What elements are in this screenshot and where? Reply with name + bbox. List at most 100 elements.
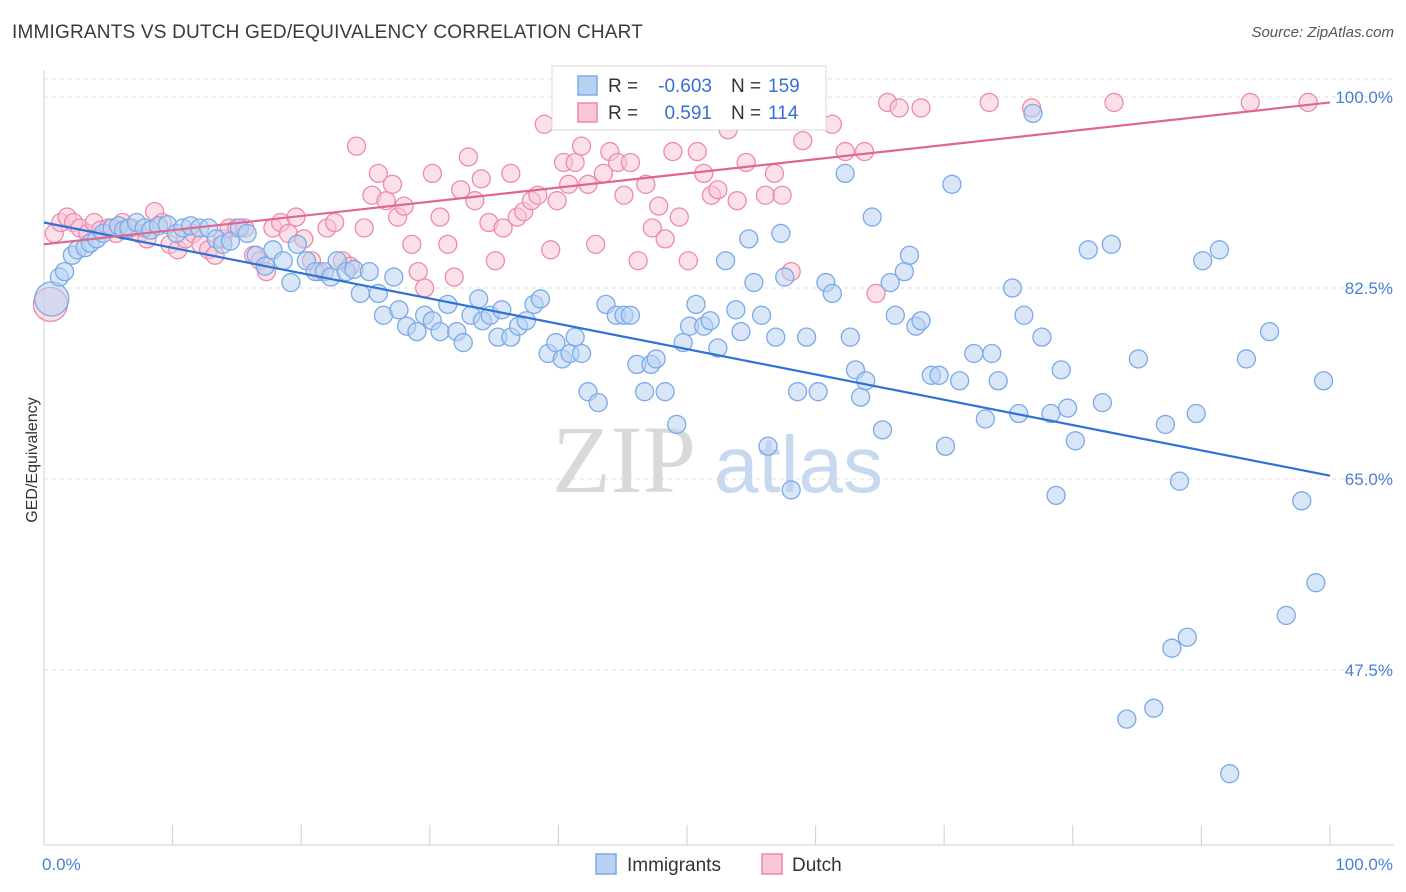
immigrants-point [389, 300, 409, 320]
immigrants-point [54, 261, 75, 282]
immigrants-point [899, 245, 920, 265]
dutch-point [854, 141, 875, 162]
immigrants-point [1014, 305, 1034, 325]
immigrants-point [571, 343, 592, 364]
dutch-point [793, 131, 813, 151]
immigrants-point [739, 229, 759, 249]
immigrants-point [715, 251, 736, 271]
dutch-point [636, 174, 656, 194]
immigrants-point [287, 234, 307, 254]
immigrants-point [975, 409, 996, 429]
bottom-legend-immigrants: Immigrants [627, 855, 721, 876]
immigrants-point [840, 327, 860, 347]
dutch-point [649, 196, 669, 216]
dutch-point [655, 229, 675, 249]
dutch-point [559, 174, 579, 194]
dutch-point [402, 234, 422, 254]
dutch-point [889, 98, 909, 118]
immigrants-point [1051, 360, 1071, 380]
dutch-point [1104, 92, 1124, 113]
dutch-point [586, 234, 606, 254]
gridlines [44, 78, 1394, 671]
dutch-point [415, 278, 435, 298]
bottom-legend-swatch-immigrants [595, 853, 617, 875]
immigrants-point [1220, 764, 1240, 784]
immigrants-point [771, 223, 791, 244]
immigrants-point [942, 174, 962, 194]
dutch-point [694, 163, 714, 184]
immigrants-point [588, 392, 608, 413]
immigrants-point [546, 332, 566, 353]
dutch-point [438, 234, 458, 254]
immigrants-point [667, 414, 687, 435]
immigrants-point [646, 349, 666, 369]
immigrants-point [731, 322, 751, 342]
immigrants-point [1101, 234, 1122, 254]
immigrants-point [220, 231, 241, 251]
immigrants-point [1144, 698, 1164, 718]
immigrants-point [1209, 240, 1230, 260]
dutch-point [444, 267, 464, 287]
dutch-point [547, 191, 567, 211]
immigrants-point [911, 311, 931, 331]
immigrants-point [1002, 278, 1023, 298]
immigrants-point [766, 327, 786, 347]
dutch-point [755, 185, 776, 205]
immigrants-point [686, 294, 706, 315]
dutch-point [408, 261, 428, 282]
immigrants-point [835, 163, 855, 184]
series-legend: Immigrants Dutch [595, 853, 842, 876]
immigrants-point [492, 300, 512, 320]
correlation-legend: R = -0.603 N = 159 R = 0.591 N = 114 [551, 65, 827, 131]
dutch-point [727, 191, 747, 211]
dutch-point [1298, 92, 1318, 113]
legend-r-value-immigrants: -0.603 [658, 76, 712, 97]
dutch-point [354, 218, 374, 238]
immigrants-point [1313, 371, 1334, 391]
immigrants-point [758, 436, 778, 456]
legend-r-label-immigrants: R = [608, 76, 638, 97]
dutch-point [382, 174, 403, 194]
immigrants-point [1292, 491, 1312, 511]
immigrants-point [872, 420, 893, 440]
immigrants-point [988, 371, 1008, 391]
x-tick-labels: 0.0% 100.0% [42, 855, 1393, 874]
immigrants-point [620, 305, 641, 325]
immigrants-point [885, 305, 905, 325]
immigrants-point [862, 207, 882, 227]
dutch-point [1240, 92, 1260, 113]
dutch-point [772, 185, 792, 205]
dutch-point [866, 283, 886, 304]
legend-swatch-dutch [577, 102, 598, 123]
y-tick-label: 47.5% [1345, 661, 1393, 680]
y-tick-label: 100.0% [1335, 88, 1393, 107]
dutch-point [628, 251, 648, 271]
dutch-point [501, 163, 521, 184]
watermark: ZIP atlas [552, 406, 883, 513]
immigrants-point [1078, 240, 1098, 260]
immigrants-point [1259, 322, 1280, 342]
immigrants-point [744, 272, 764, 293]
immigrants-point [1306, 573, 1326, 593]
immigrants-point [822, 283, 842, 304]
immigrants-point [530, 289, 551, 309]
y-tick-label: 65.0% [1345, 470, 1393, 489]
dutch-point [687, 141, 707, 162]
immigrants-point [1046, 485, 1066, 506]
immigrants-point [1236, 349, 1257, 369]
trend-lines [43, 101, 1331, 477]
dutch-point [614, 185, 634, 205]
immigrants-point [384, 267, 404, 287]
immigrants-point [273, 251, 293, 271]
immigrants-point [237, 223, 257, 244]
dutch-point [346, 136, 367, 156]
immigrants-point [708, 338, 728, 358]
immigrants-point [1186, 403, 1206, 424]
dutch-point [708, 180, 728, 200]
immigrants-point [655, 382, 675, 402]
legend-r-value-dutch: 0.591 [664, 103, 712, 124]
immigrants-point [1155, 414, 1176, 435]
immigrants-point [469, 289, 489, 309]
dutch-point [324, 212, 345, 233]
chart-source: Source: ZipAtlas.com [1251, 24, 1394, 41]
